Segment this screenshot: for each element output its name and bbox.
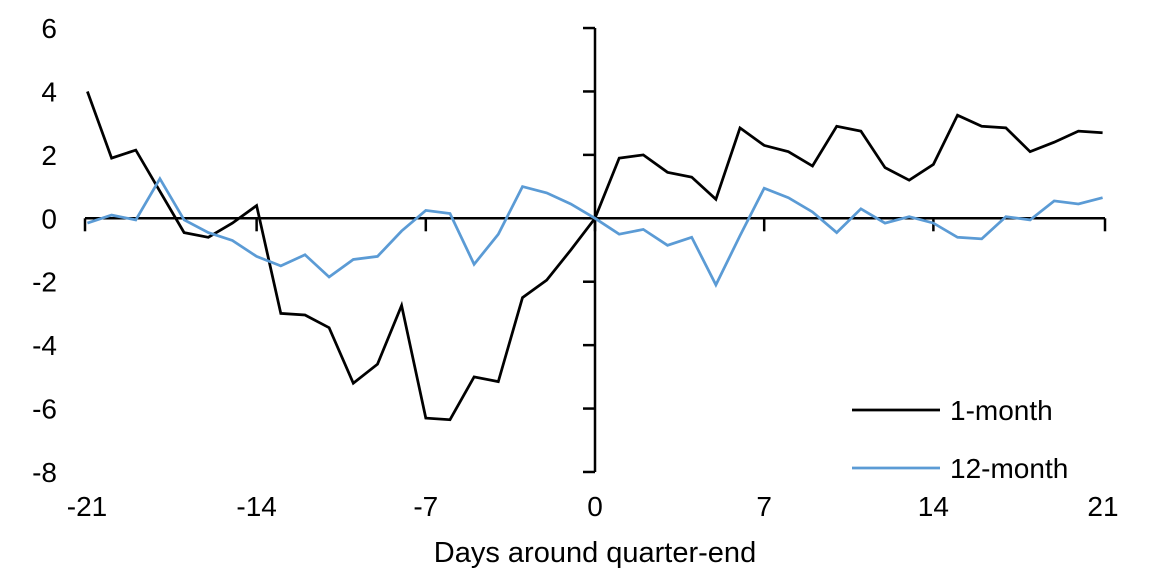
y-tick-label: 2 — [41, 140, 57, 171]
x-tick-label: 7 — [756, 491, 772, 522]
x-tick-label: -21 — [67, 491, 107, 522]
y-tick-label: -6 — [32, 394, 57, 425]
legend-label-12-month: 12-month — [950, 453, 1068, 484]
series-layer — [86, 91, 1103, 422]
legend: 1-month 12-month — [852, 395, 1068, 484]
legend-label-1-month: 1-month — [950, 395, 1053, 426]
x-tick-label: -7 — [413, 491, 438, 522]
y-tick-label: 0 — [41, 203, 57, 234]
x-tick-label: 14 — [918, 491, 949, 522]
y-tick-label: -8 — [32, 457, 57, 488]
labels-layer: -21 -14 -7 0 7 14 21 6 4 2 0 -2 -4 -6 -8 — [32, 13, 1118, 522]
x-tick-label: 0 — [587, 491, 603, 522]
x-tick-label: -14 — [236, 491, 276, 522]
y-tick-label: 4 — [41, 76, 57, 107]
y-tick-label: -2 — [32, 267, 57, 298]
series-line-12-month — [86, 175, 1103, 288]
y-tick-label: -4 — [32, 330, 57, 361]
y-tick-label: 6 — [41, 13, 57, 44]
x-tick-label: 21 — [1087, 491, 1118, 522]
x-axis-title: Days around quarter-end — [434, 537, 756, 569]
